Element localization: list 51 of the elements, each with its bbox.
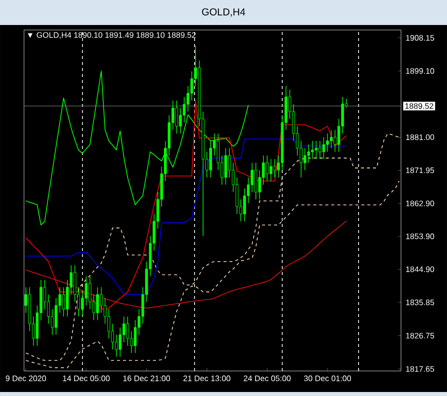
candlestick: [126, 316, 130, 346]
chart-subtitle: ▼ GOLD,H4 1890.10 1891.49 1889.10 1889.52: [28, 32, 196, 39]
y-tick-label: 1853.90: [406, 234, 434, 240]
candlestick: [96, 286, 99, 320]
y-tick-label: 1826.75: [406, 332, 434, 339]
y-tick-label: 1862.90: [406, 200, 434, 206]
candlestick: [270, 158, 272, 182]
candlestick: [114, 334, 118, 358]
candlestick: [182, 96, 186, 123]
candlestick: [318, 140, 322, 160]
x-tick-label: 9 Dec 2020: [6, 376, 46, 382]
chart-title: GOLD,H4: [202, 8, 246, 17]
candlestick: [175, 100, 178, 134]
candlestick: [62, 286, 65, 317]
candlestick: [134, 320, 137, 354]
candlestick: [179, 108, 182, 134]
y-tick-label: 1844.90: [406, 266, 434, 272]
x-tick-label: 24 Dec 05:00: [244, 376, 291, 382]
y-tick-label: 1899.10: [406, 68, 434, 74]
x-tick-label: 21 Dec 13:00: [183, 376, 230, 382]
candlestick: [266, 155, 269, 182]
candlestick: [224, 148, 228, 186]
candlestick: [54, 298, 58, 336]
candlestick: [118, 327, 122, 358]
candlestick: [209, 140, 212, 178]
candlestick: [322, 136, 326, 160]
x-tick-label: 16 Dec 21:00: [123, 376, 170, 382]
ref-line-label: 1889.52: [405, 103, 434, 109]
y-tick-label: 1908.15: [406, 35, 434, 41]
x-tick-label: 30 Dec 01:00: [304, 376, 351, 382]
candlestick: [190, 70, 194, 101]
candlestick: [84, 276, 88, 306]
candlestick: [107, 308, 110, 339]
candlestick: [254, 162, 258, 200]
candlestick: [334, 130, 336, 152]
candlestick: [314, 140, 318, 160]
candlestick: [311, 140, 314, 160]
y-tick-label: 1881.00: [406, 134, 434, 140]
y-tick-label: 1835.85: [406, 300, 434, 306]
candlestick: [100, 286, 103, 314]
y-tick-label: 1871.95: [406, 167, 434, 174]
candlestick: [307, 144, 310, 164]
y-tick-label: 1817.65: [406, 366, 434, 372]
candlestick: [243, 188, 246, 222]
candlestick: [303, 148, 306, 170]
candlestick: [326, 133, 329, 152]
candlestick: [250, 162, 254, 192]
candlestick: [273, 158, 276, 178]
line-series: [25, 70, 249, 226]
x-tick-label: 14 Dec 05:00: [63, 376, 110, 382]
candlestick: [88, 276, 92, 310]
